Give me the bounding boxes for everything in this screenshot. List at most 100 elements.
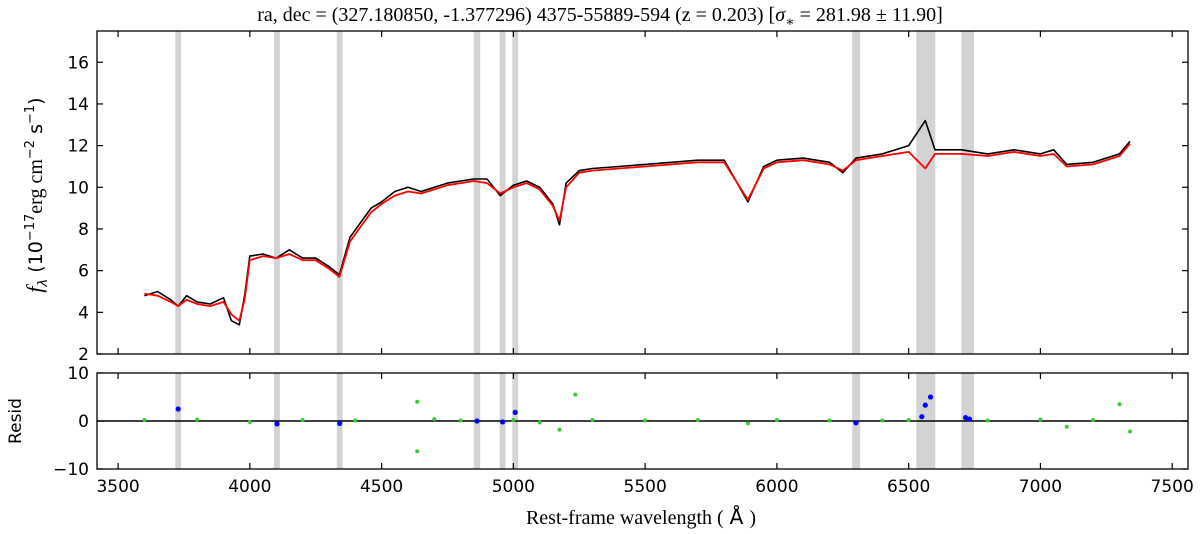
residual-point-green [643, 418, 648, 423]
residual-point-green [415, 449, 420, 454]
y-tick-label: 0 [78, 412, 89, 432]
x-tick: 5000 [492, 373, 535, 497]
residual-point-blue [966, 416, 973, 422]
y-tick-label: 2 [78, 345, 89, 365]
x-tick-label: 3500 [96, 477, 139, 497]
model-fit-line [144, 142, 1131, 322]
x-tick-label: 4500 [360, 477, 403, 497]
masked-band [916, 31, 936, 354]
top-panel-frame [96, 30, 1189, 355]
x-tick: 4000 [228, 373, 271, 497]
residual-point-blue [927, 394, 934, 400]
y-tick: 0 [78, 412, 1188, 432]
masked-band [336, 31, 343, 354]
y-tick: 16 [67, 53, 1188, 73]
x-axis-label: Rest-frame wavelength (Å) [526, 505, 756, 529]
residual-point-green [537, 420, 542, 425]
residual-point-blue [474, 418, 480, 424]
residual-point-green [415, 399, 420, 404]
residual-point-blue [175, 406, 181, 412]
top-y-ticks: 2 4 6 8 10 12 14 16 [67, 53, 1188, 365]
residual-point-green [1064, 424, 1069, 429]
x-tick: 7500 [1151, 373, 1194, 497]
y-tick-label: 10 [67, 178, 89, 198]
residual-point-green [827, 418, 832, 423]
bottom-y-ticks: −10 0 10 [53, 364, 1188, 480]
residual-point-green [985, 418, 990, 423]
x-tick: 6000 [755, 373, 799, 497]
x-tick-label: 7500 [1151, 477, 1194, 497]
spectrum-panel: 2 4 6 8 10 12 14 16 fλ (10−17erg cm−2 s−1) [22, 30, 1189, 365]
masked-band [512, 31, 519, 354]
x-tick-label: 6500 [887, 477, 930, 497]
masked-band [961, 31, 975, 354]
residual-point-green [745, 421, 750, 426]
y-tick-label: −10 [53, 460, 89, 480]
y-tick: 2 [78, 345, 1188, 365]
resid-ylabel: Resid [6, 398, 26, 444]
residual-point-green [300, 418, 305, 423]
y-tick: 14 [67, 95, 1188, 115]
residual-point-green [774, 418, 779, 423]
residual-point-green [906, 418, 911, 423]
residual-points [142, 392, 1133, 454]
y-tick: 4 [78, 303, 1188, 323]
residual-point-green [1128, 429, 1133, 434]
residual-point-blue [499, 419, 506, 425]
residual-point-green [1117, 402, 1122, 407]
spectrum-lines [144, 119, 1131, 326]
residual-point-green [247, 419, 252, 424]
x-tick: 7000 [1019, 373, 1062, 497]
residual-point-blue [919, 414, 925, 420]
residual-point-green [695, 418, 700, 423]
y-tick-label: 10 [67, 364, 89, 384]
residual-point-blue [274, 421, 280, 427]
y-tick: 10 [67, 364, 1188, 384]
y-tick-label: 8 [78, 220, 89, 240]
bottom-x-ticks: 3500 4000 4500 5000 5500 6000 6500 7000 7500 [96, 373, 1194, 497]
masked-band [274, 31, 280, 354]
residual-point-green [142, 418, 147, 423]
residual-point-blue [853, 420, 859, 426]
top-masked-regions [175, 31, 975, 354]
residual-point-green [1038, 417, 1043, 422]
residual-panel: −10 0 10 3500 4000 4500 5000 5500 6000 6500 7000 7… [6, 364, 1194, 529]
observed-spectrum-line [144, 119, 1131, 326]
residual-point-green [1091, 418, 1096, 423]
x-tick-label: 7000 [1019, 477, 1062, 497]
y-tick-label: 12 [67, 137, 89, 157]
masked-band [852, 31, 861, 354]
residual-point-green [557, 427, 562, 432]
y-tick: −10 [53, 460, 1188, 480]
residual-point-blue [962, 415, 969, 421]
residual-point-green [573, 392, 578, 397]
y-tick-label: 14 [67, 95, 89, 115]
chart-title: ra, dec = (327.180850, -1.377296) 4375-5… [257, 4, 943, 30]
residual-point-blue [512, 409, 518, 415]
x-tick-label: 6000 [755, 477, 798, 497]
x-tick: 3500 [96, 373, 140, 497]
residual-point-blue [922, 402, 928, 408]
x-tick: 4500 [360, 373, 403, 497]
x-tick-label: 5000 [492, 477, 535, 497]
y-tick: 10 [67, 178, 1188, 198]
y-tick-label: 4 [78, 303, 89, 323]
x-tick-label: 5500 [624, 477, 667, 497]
x-tick-label: 4000 [228, 477, 271, 497]
masked-band [175, 31, 182, 354]
y-tick: 8 [78, 220, 1188, 240]
y-tick-label: 6 [78, 262, 89, 282]
x-tick: 6500 [887, 373, 930, 497]
residual-point-blue [337, 420, 343, 426]
residual-point-green [195, 417, 200, 422]
residual-point-green [590, 418, 595, 423]
y-tick-label: 16 [67, 53, 89, 73]
residual-point-green [511, 418, 516, 423]
flux-ylabel: fλ (10−17erg cm−2 s−1) [22, 97, 51, 292]
residual-point-green [353, 418, 358, 423]
top-x-ticks [117, 31, 1173, 354]
residual-point-green [458, 418, 463, 423]
y-tick: 12 [67, 137, 1188, 157]
residual-point-green [432, 417, 437, 422]
